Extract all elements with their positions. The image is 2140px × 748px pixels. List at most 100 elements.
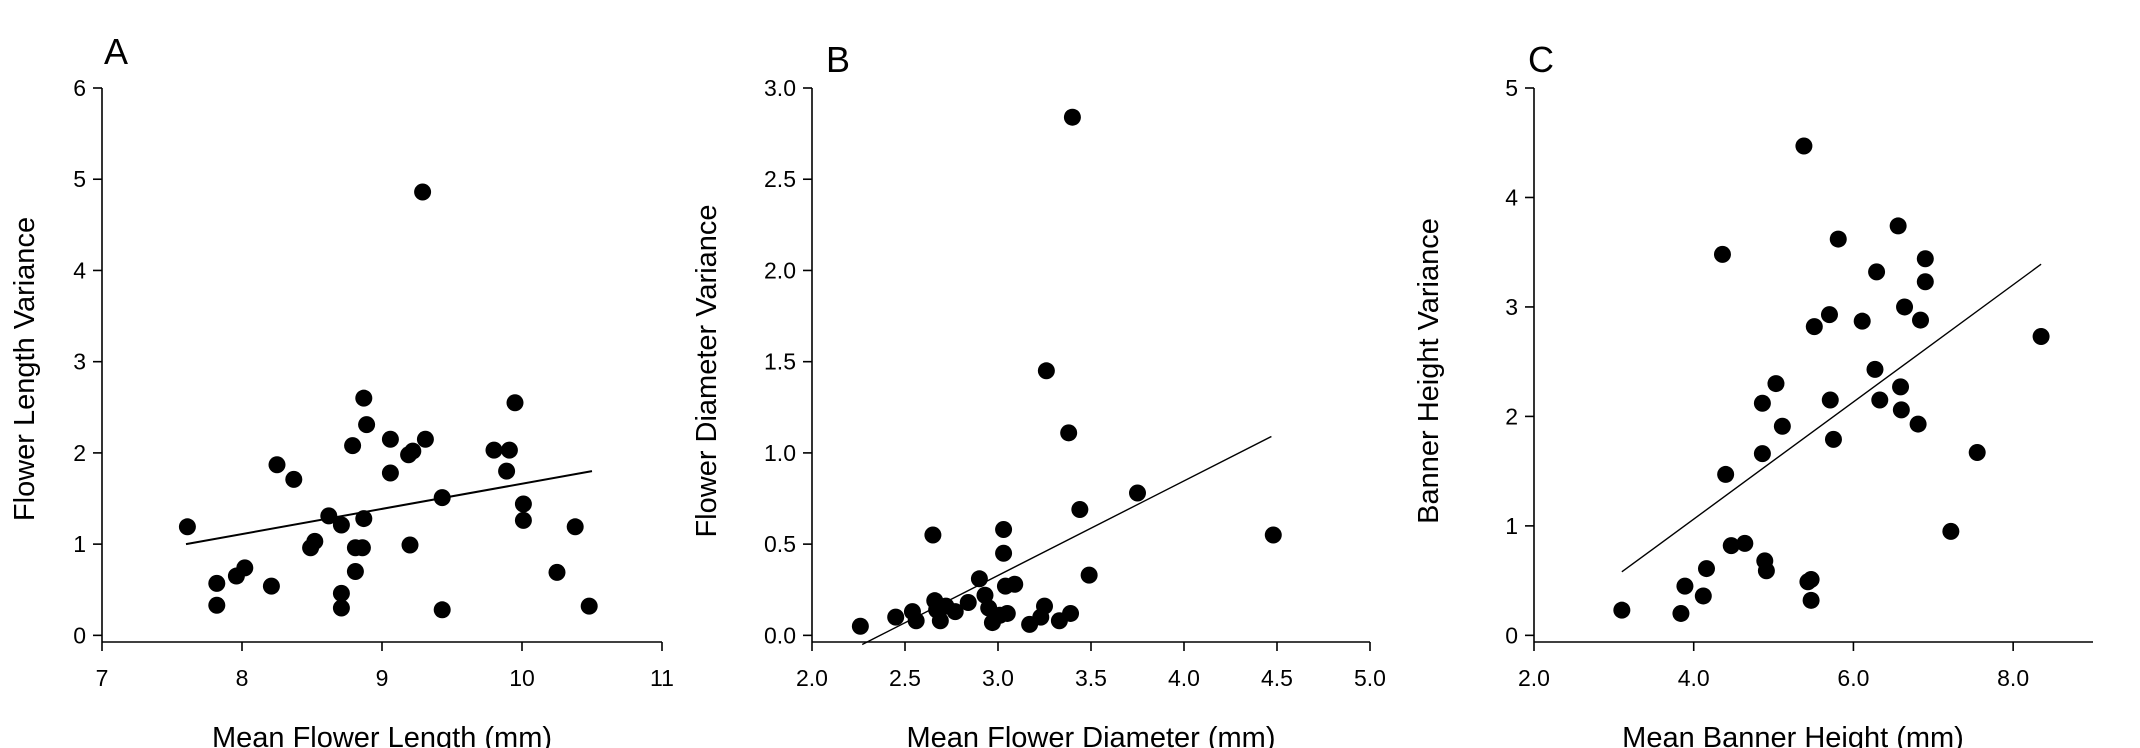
x-tick-label-b: 4.0 [1168, 665, 1200, 691]
data-point-b [1080, 566, 1098, 584]
plot-area-b: 0.0 0.5 1.0 1.5 2.0 2.5 3.0 2.0 2.5 3.0 3.5 4.0 4.5 5… [764, 75, 1386, 691]
data-point-a [498, 462, 516, 480]
data-point-b [1063, 108, 1081, 126]
y-tick-label-c: 4 [1505, 184, 1518, 210]
x-tick-label-c: 8.0 [1997, 665, 2029, 691]
data-point-a [332, 584, 350, 602]
x-tick-label-c: 2.0 [1518, 665, 1550, 691]
y-tick-label-b: 0.0 [764, 622, 796, 648]
y-tick-label-b: 2.0 [764, 257, 796, 283]
data-point-a [404, 442, 422, 460]
plot-area-c: 0 1 2 3 4 5 2.0 4.0 6.0 8.0 [1505, 75, 2093, 691]
y-axis-label-c: Banner Height Variance [1413, 218, 1445, 524]
y-tick-label-a: 5 [73, 166, 86, 192]
y-tick-label-a: 1 [73, 531, 86, 557]
data-point-b [976, 586, 994, 604]
data-point-b [887, 608, 905, 626]
y-axis-label-a: Flower Length Variance [9, 217, 41, 521]
data-point-b [1071, 500, 1089, 518]
data-point-c [1753, 394, 1771, 412]
y-tick-label-b: 2.5 [764, 166, 796, 192]
x-tick-label-b: 3.0 [982, 665, 1014, 691]
data-point-c [1942, 522, 1960, 540]
data-point-b [995, 544, 1013, 562]
data-point-c [1694, 587, 1712, 605]
data-point-c [1672, 604, 1690, 622]
data-point-c [1802, 591, 1820, 609]
data-point-a [208, 574, 226, 592]
data-point-c [1909, 415, 1927, 433]
data-point-c [2032, 327, 2050, 345]
data-point-c [1717, 465, 1735, 483]
data-point-c [1871, 391, 1889, 409]
data-point-c [1713, 245, 1731, 263]
x-axis-label-c: Mean Banner Height (mm) [1622, 722, 1964, 748]
data-point-b [1264, 526, 1282, 544]
data-point-b [998, 604, 1016, 622]
data-point-b [1006, 575, 1024, 593]
panel-letter-a: A [104, 31, 128, 72]
y-tick-label-b: 3.0 [764, 75, 796, 101]
data-point-a [208, 596, 226, 614]
data-point-b [907, 612, 925, 630]
data-point-a [285, 470, 303, 488]
data-point-c [1613, 601, 1631, 619]
x-tick-label-a: 10 [509, 665, 535, 691]
x-tick-label-b: 4.5 [1261, 665, 1293, 691]
x-tick-label-c: 4.0 [1678, 665, 1710, 691]
panel-c: C Mean Banner Height (mm) Banner Height … [1413, 39, 2093, 748]
data-point-a [580, 597, 598, 615]
data-point-b [1037, 362, 1055, 380]
data-point-c [1821, 391, 1839, 409]
data-point-a [506, 394, 524, 412]
y-tick-label-a: 3 [73, 349, 86, 375]
x-tick-label-b: 2.0 [796, 665, 828, 691]
x-tick-label-a: 11 [650, 665, 674, 691]
panel-b: B Mean Flower Diameter (mm) Flower Diame… [691, 39, 1386, 748]
data-point-a [262, 577, 280, 595]
data-point-b [946, 603, 964, 621]
data-point-c [1868, 263, 1886, 281]
trend-line-a [185, 470, 593, 546]
y-tick-label-b: 0.5 [764, 531, 796, 557]
data-point-c [1767, 375, 1785, 393]
data-point-c [1805, 318, 1823, 336]
x-tick-label-a: 7 [96, 665, 109, 691]
data-point-a [346, 562, 364, 580]
y-axis-label-b: Flower Diameter Variance [691, 204, 723, 537]
data-point-c [1820, 306, 1838, 324]
data-point-a [344, 437, 362, 455]
plot-area-a: 0 1 2 3 4 5 6 7 8 9 10 11 [73, 75, 674, 691]
x-axis-label-b: Mean Flower Diameter (mm) [907, 722, 1276, 748]
data-point-a [566, 518, 584, 536]
data-point-c [1866, 360, 1884, 378]
x-tick-label-c: 6.0 [1837, 665, 1869, 691]
y-tick-label-c: 0 [1505, 622, 1518, 648]
x-tick-label-b: 5.0 [1354, 665, 1386, 691]
data-point-a [332, 599, 350, 617]
x-axis-label-a: Mean Flower Length (mm) [212, 722, 552, 748]
y-tick-label-b: 1.0 [764, 440, 796, 466]
data-point-c [1722, 537, 1740, 555]
data-point-a [358, 416, 376, 434]
data-point-b [1062, 604, 1080, 622]
y-tick-label-a: 2 [73, 440, 86, 466]
data-point-a [381, 464, 399, 482]
data-point-a [353, 539, 371, 557]
y-tick-label-a: 4 [73, 257, 86, 283]
data-point-b [1060, 424, 1078, 442]
data-point-c [1802, 571, 1820, 589]
data-point-a [381, 430, 399, 448]
y-tick-label-c: 2 [1505, 403, 1518, 429]
data-point-c [1757, 562, 1775, 580]
data-point-c [1753, 445, 1771, 463]
data-point-a [178, 518, 196, 536]
x-tick-label-b: 2.5 [889, 665, 921, 691]
data-point-a [236, 559, 254, 577]
data-point-c [1736, 534, 1754, 552]
data-point-a [514, 511, 532, 529]
y-tick-label-a: 6 [73, 75, 86, 101]
data-point-c [1853, 312, 1871, 330]
data-point-a [514, 495, 532, 513]
panel-letter-b: B [826, 39, 850, 80]
